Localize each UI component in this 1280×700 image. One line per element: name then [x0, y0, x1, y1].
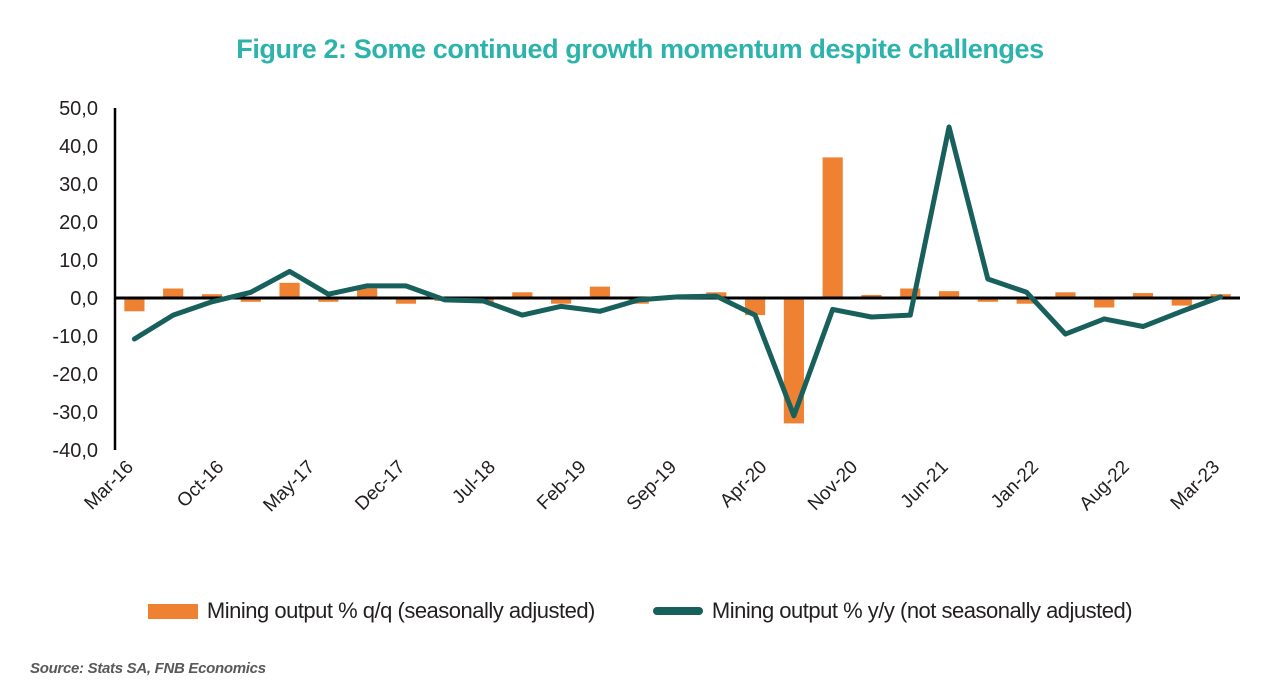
bar-qq [357, 288, 378, 298]
bar-qq [279, 282, 300, 298]
bar-qq [938, 291, 960, 298]
bar-qq [163, 288, 184, 298]
line-yy [131, 124, 1224, 419]
bar-qq [822, 157, 843, 298]
x-axis-tick-label: Mar-16 [81, 457, 138, 514]
x-axis-tick-label: Jun-21 [897, 457, 953, 513]
legend-swatch-bar-icon [147, 603, 198, 619]
y-axis-tick-label: -40,0 [52, 440, 98, 462]
bar-qq [512, 292, 533, 298]
bar-qq [240, 298, 261, 302]
x-axis-tick-label: Feb-19 [533, 457, 590, 514]
legend-label-line: Mining output % y/y (not seasonally adju… [711, 598, 1133, 623]
x-axis-tick-label: Aug-22 [1076, 457, 1134, 515]
bar-qq [318, 298, 339, 302]
bar-qq [1171, 298, 1192, 306]
bar-qq [1094, 298, 1115, 308]
y-axis-tick-label: 50,0 [59, 98, 98, 120]
x-axis-tick-label: May-17 [259, 457, 319, 517]
y-axis-tick-label: 10,0 [59, 250, 98, 272]
bar-qq [861, 294, 882, 298]
page-title: Figure 2: Some continued growth momentum… [236, 34, 1044, 64]
bar-qq [395, 298, 417, 304]
y-axis-tick-label: 30,0 [59, 174, 98, 196]
chart-legend: Mining output % q/q (seasonally adjusted… [0, 598, 1280, 624]
legend-item-line[interactable]: Mining output % y/y (not seasonally adju… [652, 598, 1133, 624]
x-axis-tick-label: Sep-19 [623, 457, 681, 515]
y-axis-tick-label: 20,0 [59, 212, 98, 234]
y-axis-tick-label: 40,0 [59, 136, 98, 158]
y-axis-tick-label: -20,0 [52, 364, 98, 386]
legend-label-bar: Mining output % q/q (seasonally adjusted… [206, 598, 595, 623]
bar-qq [783, 298, 804, 424]
x-axis-tick-label: Apr-20 [716, 457, 771, 512]
x-axis-tick-label: Nov-20 [804, 457, 862, 515]
y-axis-tick-label: 0,0 [70, 288, 98, 310]
bar-qq [1055, 292, 1076, 298]
bar-qq [551, 298, 572, 304]
bar-qq [124, 298, 145, 312]
bar-qq [1016, 298, 1037, 304]
x-axis-tick-label: Mar-23 [1167, 457, 1224, 514]
bar-qq [900, 288, 921, 298]
y-axis-tick-label: -30,0 [52, 402, 98, 424]
x-axis-tick-label: Jan-22 [987, 457, 1043, 513]
bar-qq [1132, 293, 1154, 298]
bar-qq [589, 286, 610, 298]
legend-item-bar[interactable]: Mining output % q/q (seasonally adjusted… [147, 598, 595, 624]
bar-qq [977, 298, 998, 302]
x-axis-tick-label: Oct-16 [173, 457, 228, 512]
bar-qq [201, 294, 223, 298]
legend-swatch-line-icon [652, 607, 703, 615]
x-axis-tick-label: Dec-17 [351, 457, 409, 515]
source-note: Source: Stats SA, FNB Economics [30, 660, 266, 677]
x-axis-tick-label: Jul-18 [448, 457, 499, 508]
y-axis-tick-label: -10,0 [52, 326, 98, 348]
